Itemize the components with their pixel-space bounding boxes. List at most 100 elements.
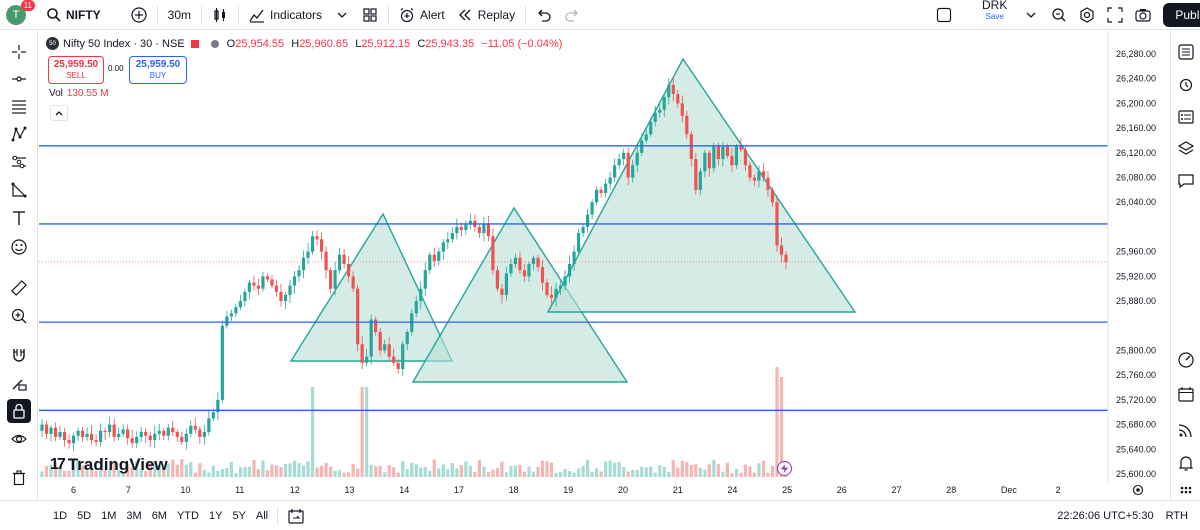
volume-bar [198, 463, 202, 477]
zoom-tool[interactable] [7, 304, 31, 328]
candle-body [567, 264, 572, 277]
measure-tool[interactable] [7, 276, 31, 300]
candle-body [405, 331, 409, 345]
layout-toggle-checkbox[interactable] [930, 0, 958, 30]
data-window-button[interactable] [1176, 107, 1196, 127]
range-button-all[interactable]: All [255, 509, 269, 522]
trend-line-tool[interactable] [7, 67, 31, 91]
candle-body [667, 84, 671, 98]
clock[interactable]: 22:26:06 UTC+5:30 [1057, 510, 1154, 522]
sell-button[interactable]: 25,959.50 SELL [48, 56, 104, 84]
volume-bar [234, 472, 238, 477]
goto-date-button[interactable] [282, 501, 310, 530]
buy-button[interactable]: 25,959.50 BUY [129, 56, 187, 84]
replay-button[interactable]: Replay [451, 0, 521, 30]
emoji-tool[interactable] [7, 235, 31, 259]
price-tick-label: 25,760.00 [1116, 370, 1156, 380]
pattern-tool[interactable] [7, 122, 31, 146]
volume-bar [108, 469, 112, 477]
calendar-button[interactable] [1176, 384, 1196, 404]
watchlist-icon [1178, 44, 1194, 60]
compare-symbol-button[interactable] [125, 0, 153, 30]
crosshair-tool[interactable] [7, 40, 31, 64]
remove-drawings-tool[interactable] [7, 466, 31, 490]
redo-button[interactable] [558, 0, 586, 30]
event-marker[interactable] [777, 461, 792, 476]
tradingview-logo[interactable]: 17 TradingView [50, 455, 168, 475]
volume-bar [162, 467, 166, 477]
range-button-1m[interactable]: 1M [101, 509, 117, 522]
lock-drawings-tool[interactable] [7, 399, 31, 423]
indicators-dropdown[interactable] [328, 0, 356, 30]
alert-button[interactable]: Alert [393, 0, 451, 30]
candle-body [130, 438, 134, 444]
layout-name-button[interactable]: DRK Save [976, 0, 1013, 30]
price-tick-label: 25,600.00 [1116, 469, 1156, 479]
text-tool[interactable] [7, 206, 31, 230]
projection-tool[interactable] [7, 178, 31, 202]
watchlist-button[interactable] [1176, 42, 1196, 62]
volume-bar [752, 472, 757, 477]
volume-bar [464, 461, 468, 477]
forecast-tool[interactable] [7, 150, 31, 174]
symbol-search[interactable]: NIFTY [40, 0, 107, 30]
volume-bar [604, 461, 608, 477]
undo-button[interactable] [530, 0, 558, 30]
layouts-button[interactable] [356, 0, 384, 30]
interval-button[interactable]: 30m [162, 0, 197, 30]
chats-button[interactable] [1176, 171, 1196, 191]
volume-legend[interactable]: Vol 130.55 M [49, 88, 109, 99]
user-avatar[interactable]: T 11 [6, 0, 35, 25]
layout-dropdown[interactable] [1017, 0, 1045, 30]
volume-bar [261, 460, 265, 477]
legend-title[interactable]: Nifty 50 Index · 30 · NSE [63, 37, 185, 50]
quick-search-button[interactable] [1045, 0, 1073, 30]
snapshot-button[interactable] [1129, 0, 1157, 30]
candles-icon [214, 7, 226, 22]
alerts-panel-button[interactable] [1176, 74, 1196, 94]
hotlists-button[interactable] [1176, 350, 1196, 370]
range-button-ytd[interactable]: YTD [176, 509, 199, 522]
indicators-button[interactable]: Indicators [243, 0, 328, 30]
volume-bar [365, 387, 369, 477]
ideas-stream-button[interactable] [1176, 420, 1196, 440]
settings-button[interactable] [1073, 0, 1101, 30]
range-button-5y[interactable]: 5Y [232, 509, 246, 522]
volume-bar [423, 467, 427, 477]
notifications-button[interactable] [1176, 453, 1196, 473]
volume-bar [387, 465, 391, 477]
candle-body [383, 344, 387, 351]
stay-in-drawing-tool[interactable] [7, 371, 31, 395]
range-button-6m[interactable]: 6M [151, 509, 167, 522]
volume-bar [211, 465, 215, 477]
candle-body [288, 285, 292, 295]
publish-button[interactable]: Publish [1163, 3, 1200, 27]
volume-bar [685, 461, 689, 477]
candle-body [315, 236, 319, 240]
range-button-5d[interactable]: 5D [77, 509, 92, 522]
geometry-icon [11, 182, 27, 198]
close-key: C [417, 37, 426, 50]
volume-bar [473, 471, 477, 477]
axis-settings-button[interactable] [1132, 483, 1144, 496]
time-axis[interactable]: 6 7 10 11 12 13 14 17 18 19 20 21 24 25 26 27 28 Dec 2 [39, 482, 1170, 500]
help-button[interactable] [1176, 482, 1196, 502]
fullscreen-button[interactable] [1101, 0, 1129, 30]
object-tree-button[interactable] [1176, 139, 1196, 159]
fib-tool[interactable] [7, 94, 31, 118]
candle-body [62, 432, 67, 441]
bell-icon [1178, 456, 1194, 471]
collapse-legend-button[interactable] [50, 105, 68, 121]
flag-icon[interactable] [190, 39, 199, 48]
range-button-3m[interactable]: 3M [126, 509, 142, 522]
time-tick-label: 2 [1055, 485, 1061, 495]
fullscreen-icon [1107, 7, 1123, 23]
chart-type-button[interactable] [206, 0, 234, 30]
range-button-1y[interactable]: 1Y [208, 509, 223, 522]
magnet-tool[interactable] [7, 343, 31, 367]
session-button[interactable]: RTH [1165, 510, 1188, 522]
range-button-1d[interactable]: 1D [53, 509, 68, 522]
hide-drawings-tool[interactable] [7, 427, 31, 451]
high-value: 25,960.65 [299, 37, 349, 50]
price-chart[interactable]: 26,131.3526,004.9025,845.8525,703.1525,9… [39, 31, 1170, 500]
